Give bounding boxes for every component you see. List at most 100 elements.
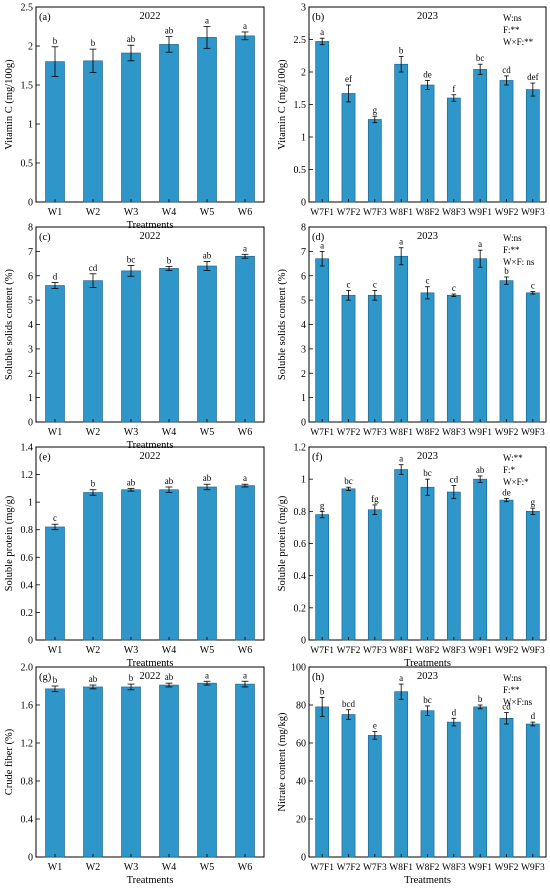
significance-label: b bbox=[129, 673, 134, 683]
bar-W8F3 bbox=[446, 721, 461, 858]
y-tick-label: 0.6 bbox=[21, 553, 34, 564]
y-tick-label: 2 bbox=[301, 68, 306, 79]
bar-W7F2 bbox=[341, 714, 356, 858]
stats-annotation: W×F: ns bbox=[503, 257, 535, 267]
x-tick-label: W9F3 bbox=[521, 208, 545, 218]
bar-W3 bbox=[121, 686, 141, 858]
bar-W8F1 bbox=[394, 691, 409, 858]
bar-W1 bbox=[45, 688, 65, 858]
x-axis-label: Treatments bbox=[127, 658, 174, 669]
bar-W8F3 bbox=[446, 294, 461, 423]
y-tick-label: 100 bbox=[291, 663, 306, 674]
x-tick-label: W7F3 bbox=[363, 428, 387, 438]
significance-label: def bbox=[527, 72, 539, 82]
significance-label: ef bbox=[345, 74, 352, 84]
bar-W1 bbox=[45, 285, 65, 423]
x-axis-label: Treatments bbox=[404, 875, 451, 886]
significance-label: ab bbox=[203, 251, 212, 261]
x-tick-label: W3 bbox=[124, 645, 138, 656]
bar-W9F3 bbox=[525, 89, 540, 203]
x-tick-label: W2 bbox=[86, 427, 100, 438]
significance-label: e bbox=[373, 721, 377, 731]
x-tick-label: W1 bbox=[48, 645, 62, 656]
significance-label: c bbox=[426, 276, 430, 286]
stats-annotation: W×F:** bbox=[503, 37, 534, 47]
y-tick-label: 8 bbox=[28, 223, 33, 234]
significance-label: a bbox=[243, 473, 247, 483]
significance-label: b bbox=[504, 266, 509, 276]
bar-W7F3 bbox=[367, 294, 382, 423]
significance-label: a bbox=[243, 243, 247, 253]
bar-W5 bbox=[197, 682, 217, 858]
significance-label: a bbox=[205, 670, 209, 680]
bar-W7F1 bbox=[315, 258, 330, 423]
plot-frame bbox=[35, 446, 265, 641]
stats-annotation: W×F:ns bbox=[503, 697, 533, 707]
significance-label: de bbox=[423, 69, 432, 79]
x-tick-label: W8F2 bbox=[416, 208, 440, 218]
significance-label: g bbox=[320, 500, 325, 510]
significance-label: b bbox=[478, 694, 483, 704]
y-axis-label: Vitamin C (mg/100g) bbox=[277, 59, 288, 150]
y-tick-label: 5 bbox=[28, 296, 33, 307]
y-tick-label: 1.6 bbox=[21, 701, 34, 712]
significance-label: b bbox=[320, 686, 325, 696]
significance-label: b bbox=[399, 45, 404, 55]
significance-label: bc bbox=[423, 468, 432, 478]
bar-W9F2 bbox=[499, 717, 514, 858]
significance-label: a bbox=[243, 21, 247, 31]
y-tick-label: 2.5 bbox=[21, 3, 34, 14]
bar-W4 bbox=[159, 268, 179, 423]
y-tick-label: 0.4 bbox=[21, 580, 34, 591]
x-tick-label: W9F1 bbox=[468, 428, 492, 438]
significance-label: ab bbox=[165, 672, 174, 682]
y-tick-label: 1 bbox=[301, 475, 306, 486]
y-tick-label: 4 bbox=[28, 320, 33, 331]
y-tick-label: 2 bbox=[301, 369, 306, 380]
bar-W6 bbox=[235, 35, 255, 203]
x-tick-label: W4 bbox=[162, 645, 176, 656]
y-axis-label: Nitrate content (mg/kg) bbox=[277, 712, 288, 812]
y-tick-label: 0 bbox=[28, 418, 33, 429]
y-tick-label: 0.8 bbox=[21, 777, 34, 788]
bar-W3 bbox=[121, 270, 141, 423]
x-tick-label: W4 bbox=[162, 862, 176, 873]
chart-panel-g: 0 0.4 0.8 1.2 1.6 2.0 b W1 ab W2 b W3 ab W4 a W5 a W6 (g) 2… bbox=[4, 663, 265, 886]
bar-W5 bbox=[197, 265, 217, 423]
significance-label: b bbox=[91, 38, 96, 48]
y-tick-label: 0.6 bbox=[294, 539, 307, 550]
significance-label: b bbox=[53, 36, 58, 46]
x-tick-label: W7F3 bbox=[363, 646, 387, 656]
y-tick-label: 60 bbox=[296, 739, 306, 750]
chart-panel-h: 020406080100bW7F1bcdW7F2eW7F3aW8F1bcW8F2… bbox=[277, 663, 547, 886]
bar-W8F1 bbox=[394, 469, 409, 641]
significance-label: b bbox=[53, 675, 58, 685]
chart-panel-f: 0 0.2 0.4 0.6 0.8 1 1.2 g W7F1 bc W7F2 fg W7F3 a W8F1 b… bbox=[277, 443, 547, 669]
y-tick-label: 40 bbox=[296, 777, 306, 788]
x-tick-label: W6 bbox=[238, 207, 252, 218]
bar-W7F2 bbox=[341, 294, 356, 423]
x-tick-label: W9F3 bbox=[521, 646, 545, 656]
x-tick-label: W5 bbox=[200, 862, 214, 873]
chart-panel-c: 0 1 2 3 4 5 6 7 8 d W1 cd W2 bc W3 b W4 ab W5 a W6 (c) 2022 Sol… bbox=[4, 223, 265, 451]
bar-W7F2 bbox=[341, 93, 356, 203]
y-tick-label: 0 bbox=[301, 198, 306, 209]
bar-W9F1 bbox=[473, 258, 488, 423]
stats-annotation: F:** bbox=[503, 25, 520, 35]
y-tick-label: 1 bbox=[301, 393, 306, 404]
x-tick-label: W7F3 bbox=[363, 863, 387, 873]
x-axis-label: Treatments bbox=[127, 220, 174, 231]
panel-label: (h) bbox=[312, 672, 325, 683]
bar-W9F2 bbox=[499, 80, 514, 203]
bar-W2 bbox=[83, 60, 103, 203]
y-tick-label: 1.5 bbox=[294, 100, 307, 111]
bar-W4 bbox=[159, 489, 179, 641]
x-tick-label: W9F2 bbox=[495, 646, 519, 656]
y-tick-label: 0 bbox=[301, 636, 306, 647]
significance-label: c bbox=[53, 513, 57, 523]
y-tick-label: 20 bbox=[296, 815, 306, 826]
bar-W6 bbox=[235, 255, 255, 423]
x-tick-label: W4 bbox=[162, 427, 176, 438]
x-tick-label: W9F1 bbox=[468, 646, 492, 656]
bar-W2 bbox=[83, 686, 103, 858]
